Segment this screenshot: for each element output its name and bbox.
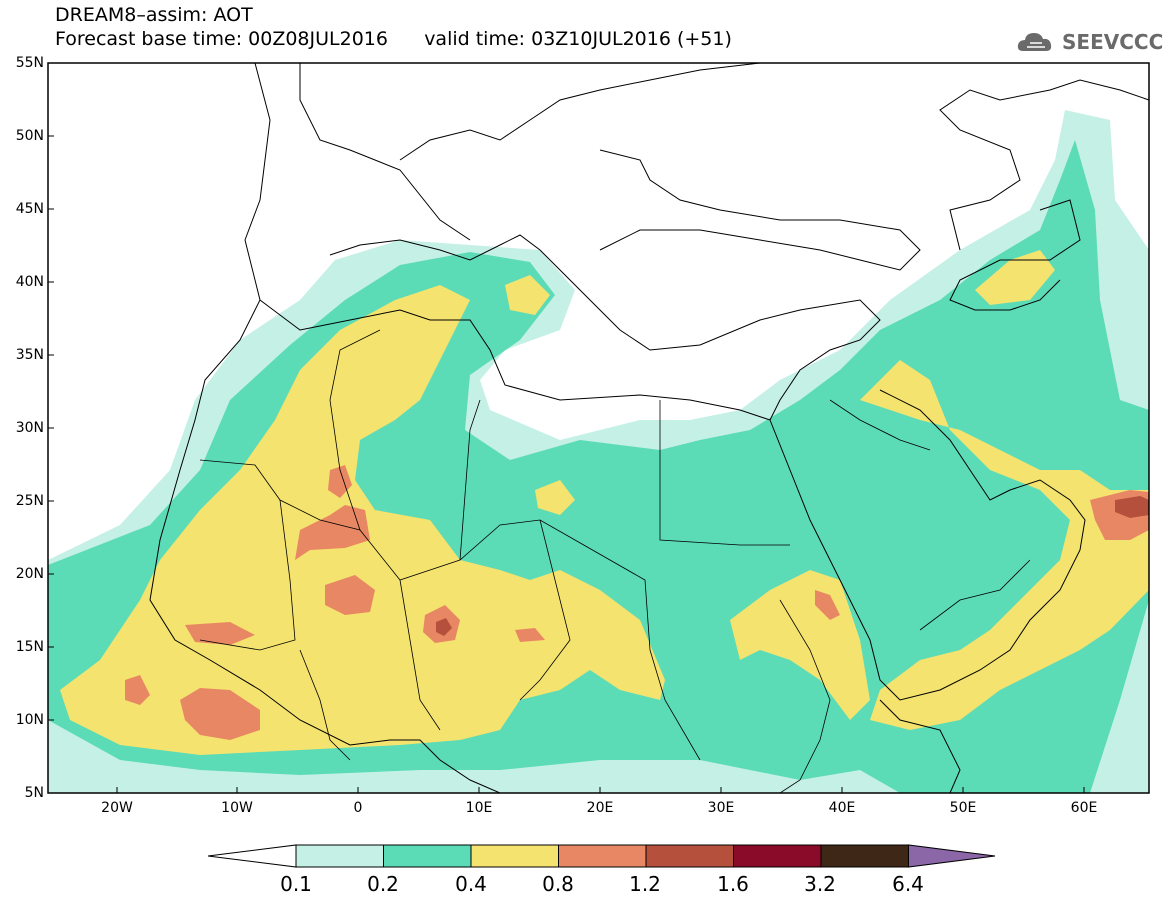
cloud-icon <box>1017 33 1052 51</box>
lon-label: 0 <box>353 800 363 816</box>
aot-contour-0.8 <box>180 688 260 740</box>
aot-contour-0.8 <box>295 505 370 560</box>
aot-contour-0.8 <box>125 675 150 705</box>
lon-label: 30E <box>707 800 735 816</box>
forecast-time-subtitle: Forecast base time: 00Z08JUL2016 valid t… <box>55 28 732 50</box>
lat-label: 40N <box>15 274 44 290</box>
aot-contour-0.4 <box>505 275 550 315</box>
aot-contour-1.2 <box>1115 496 1149 518</box>
colorbar-label: 0.4 <box>455 872 487 896</box>
lon-label: 60E <box>1070 800 1098 816</box>
lat-label: 5N <box>24 785 44 801</box>
aot-contour-1.2 <box>436 618 452 636</box>
aot-contour-0.8 <box>815 590 840 620</box>
aot-contour-0.4 <box>860 360 1149 730</box>
lon-label: 50E <box>949 800 977 816</box>
lat-label: 50N <box>15 128 44 144</box>
colorbar-label: 3.2 <box>804 872 836 896</box>
axis-ticks <box>48 62 1085 793</box>
colorbar-label: 6.4 <box>892 872 924 896</box>
lon-label: 40E <box>828 800 856 816</box>
lat-label: 10N <box>15 712 44 728</box>
colorbar-label: 0.2 <box>367 872 399 896</box>
aot-contour-0.4 <box>535 480 575 515</box>
lat-label: 35N <box>15 347 44 363</box>
aot-contour-0.8 <box>328 465 352 498</box>
aot-contour-0.8 <box>185 622 255 645</box>
seevccc-logo: SEEVCCC <box>1062 30 1164 54</box>
coastlines <box>149 63 1149 793</box>
colorbar-label: 1.6 <box>717 872 749 896</box>
lat-label: 30N <box>15 420 44 436</box>
country-borders <box>199 329 1031 793</box>
colorbar-label: 0.1 <box>280 872 312 896</box>
lon-label: 10W <box>221 800 253 816</box>
lat-label: 45N <box>15 201 44 217</box>
lon-label: 20W <box>101 800 133 816</box>
colorbar-label: 1.2 <box>629 872 661 896</box>
lat-label: 20N <box>15 566 44 582</box>
lon-label: 20E <box>586 800 614 816</box>
colorbar-label: 0.8 <box>542 872 574 896</box>
lat-label: 25N <box>15 493 44 509</box>
aot-contour-0.8 <box>515 628 545 642</box>
aot-contour-0.8 <box>325 575 375 615</box>
aot-contour-0.4 <box>975 250 1055 305</box>
lon-label: 10E <box>465 800 493 816</box>
lat-label: 15N <box>15 639 44 655</box>
chart-title: DREAM8–assim: AOT <box>55 4 253 26</box>
lat-label: 55N <box>15 55 44 71</box>
